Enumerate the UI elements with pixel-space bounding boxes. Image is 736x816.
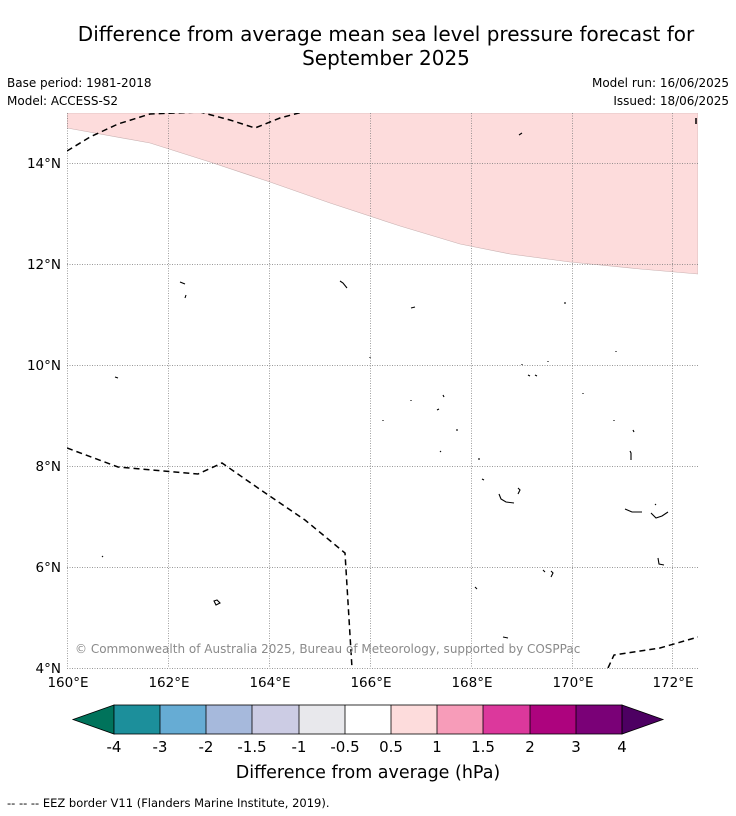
colorbar-tick-label: 2 — [525, 738, 535, 756]
eez-borders — [67, 113, 698, 668]
graticule — [67, 113, 698, 669]
colorbar-swatch — [530, 705, 576, 734]
lon-tick-label: 160°E — [47, 675, 88, 691]
colorbar-tick-label: -3 — [153, 738, 168, 756]
issued-text: Issued: 18/06/2025 — [613, 94, 729, 108]
colorbar-extend-high — [621, 704, 665, 735]
island — [502, 636, 509, 639]
lon-tick-label: 166°E — [350, 675, 391, 691]
eez-border-south — [67, 447, 353, 668]
colorbar-swatch — [299, 705, 345, 734]
island — [474, 586, 478, 590]
lat-tick-label: 12°N — [27, 257, 61, 273]
lon-tick-label: 168°E — [451, 675, 492, 691]
lat-tick-label: 14°N — [27, 156, 61, 172]
island — [542, 569, 554, 578]
anomaly-region-positive — [67, 113, 698, 275]
colorbar-swatch — [206, 705, 252, 734]
eez-source-note: -- -- -- EEZ border V11 (Flanders Marine… — [7, 796, 330, 810]
colorbar-swatch — [483, 705, 530, 734]
island — [436, 408, 440, 411]
colorbar: -4 -3 -2 -1.5 -1 -0.5 0.5 1 1.5 2 3 4 Di… — [71, 704, 665, 783]
model-run-text: Model run: 16/06/2025 — [591, 76, 729, 90]
island — [654, 503, 657, 506]
title-line-1: Difference from average mean sea level p… — [77, 22, 695, 46]
colorbar-tick-label: -1 — [292, 738, 307, 756]
lon-tick-label: 162°E — [148, 675, 189, 691]
base-period-text: Base period: 1981-2018 — [7, 76, 152, 90]
chart-title: Difference from average mean sea level p… — [0, 22, 736, 70]
colorbar-swatch — [160, 705, 206, 734]
island — [657, 557, 665, 566]
colorbar-tick-label: 3 — [571, 738, 581, 756]
colorbar-title: Difference from average (hPa) — [236, 763, 501, 783]
colorbar-swatch — [437, 705, 483, 734]
island — [101, 555, 104, 558]
colorbar-tick-label: 4 — [617, 738, 627, 756]
colorbar-tick-label: 0.5 — [379, 738, 403, 756]
island — [650, 511, 669, 519]
island — [442, 394, 445, 398]
island — [527, 374, 538, 377]
lat-tick-label: 10°N — [27, 358, 61, 374]
lon-tick-label: 170°E — [552, 675, 593, 691]
colorbar-swatch — [391, 705, 437, 734]
meta-right: Model run: 16/06/2025 Issued: 18/06/2025 — [592, 74, 729, 110]
island — [624, 508, 642, 513]
island — [439, 450, 442, 453]
island — [179, 281, 186, 285]
colorbar-tick-label: -2 — [199, 738, 214, 756]
colorbar-tick-label: -1.5 — [237, 738, 266, 756]
copyright-text: © Commonwealth of Australia 2025, Bureau… — [75, 642, 580, 656]
island — [339, 280, 348, 289]
island — [517, 487, 521, 495]
colorbar-swatch — [252, 705, 299, 734]
colorbar-extend-low — [71, 704, 115, 735]
islands — [101, 132, 669, 639]
lat-tick-label: 8°N — [36, 459, 61, 475]
island — [629, 450, 632, 460]
lat-tick-label: 6°N — [36, 560, 61, 576]
island — [213, 599, 221, 606]
model-text: Model: ACCESS-S2 — [7, 94, 119, 108]
meta-left: Base period: 1981-2018 Model: ACCESS-S2 — [7, 74, 152, 110]
island — [410, 306, 416, 309]
island — [498, 493, 515, 504]
island — [481, 478, 485, 481]
island — [518, 132, 523, 136]
lon-tick-label: 172°E — [652, 675, 693, 691]
colorbar-swatch — [576, 705, 622, 734]
map-shading — [67, 113, 698, 275]
colorbar-tick-label: 1.5 — [471, 738, 495, 756]
lat-tick-label: 4°N — [36, 661, 61, 677]
title-line-2: September 2025 — [302, 46, 470, 70]
lat-axis: 14°N 12°N 10°N 8°N 6°N 4°N — [27, 156, 61, 677]
colorbar-swatch — [114, 705, 160, 734]
colorbar-tick-label: -0.5 — [330, 738, 359, 756]
island — [114, 376, 119, 379]
colorbar-tick-label: -4 — [107, 738, 122, 756]
lon-axis: 160°E 162°E 164°E 166°E 168°E 170°E 172°… — [47, 675, 693, 691]
colorbar-frame — [113, 704, 623, 735]
colorbar-tick-label: 1 — [432, 738, 442, 756]
island — [632, 429, 635, 433]
eez-border-southeast — [607, 636, 698, 668]
colorbar-dividers — [159, 705, 577, 734]
colorbar-swatch — [345, 705, 391, 734]
island — [184, 294, 187, 299]
lon-tick-label: 164°E — [249, 675, 290, 691]
